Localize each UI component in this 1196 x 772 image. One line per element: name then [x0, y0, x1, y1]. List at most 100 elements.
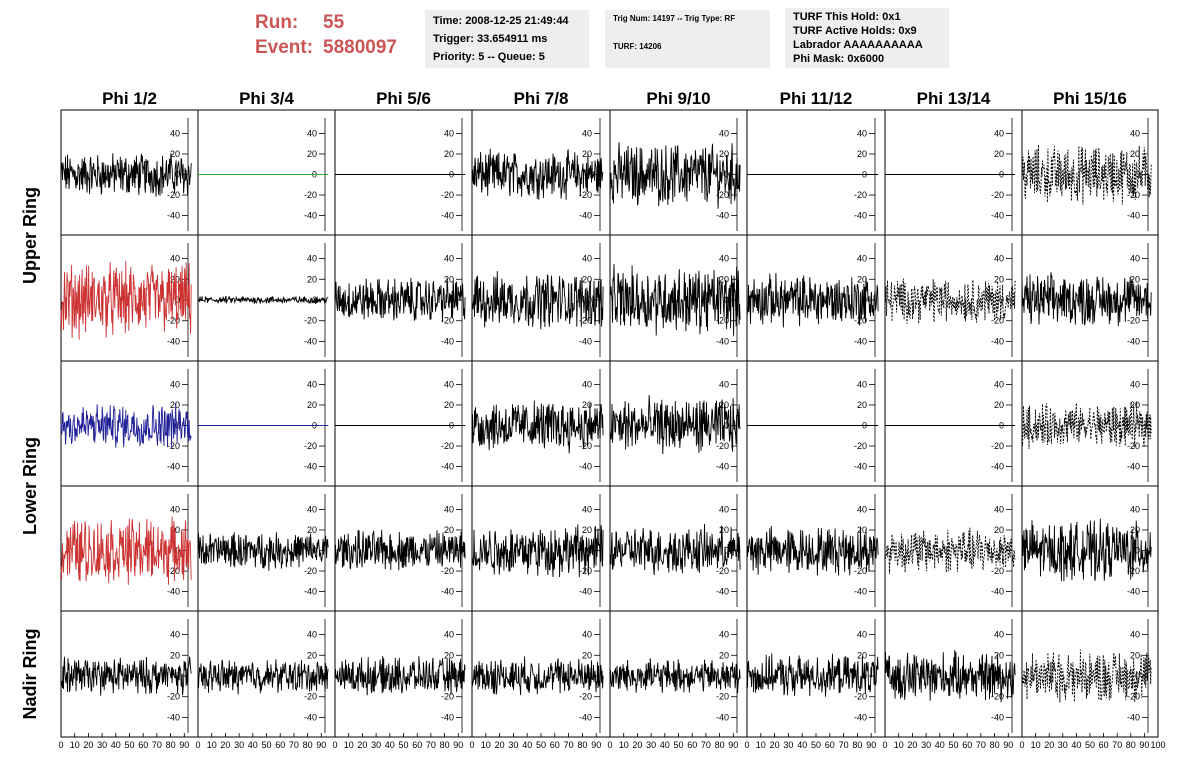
y-tick-label: 0 [1135, 546, 1140, 556]
y-tick-label: -40 [441, 462, 454, 472]
y-tick-label: -40 [167, 336, 180, 346]
y-tick-label: 20 [307, 525, 317, 535]
y-tick-label: -40 [304, 462, 317, 472]
y-tick-label: 20 [994, 274, 1004, 284]
y-tick-label: -40 [304, 712, 317, 722]
x-tick-label: 70 [564, 740, 574, 750]
column-header-5: Phi 9/10 [646, 89, 710, 108]
y-tick-label: 0 [724, 546, 729, 556]
run-value: 55 [323, 12, 345, 33]
turf-this-hold: TURF This Hold: 0x1 [793, 11, 901, 23]
waveform-r1-c8 [1021, 144, 1152, 205]
y-tick-label: 40 [582, 379, 592, 389]
y-tick-label: -20 [991, 316, 1004, 326]
y-tick-label: -40 [716, 462, 729, 472]
y-tick-label: 20 [1130, 525, 1140, 535]
y-tick-label: 40 [1130, 254, 1140, 264]
y-tick-label: 20 [582, 149, 592, 159]
y-tick-label: -40 [579, 587, 592, 597]
x-tick-label: 40 [797, 740, 807, 750]
y-tick-label: 20 [170, 149, 180, 159]
y-tick-label: -20 [854, 692, 867, 702]
y-tick-label: -40 [167, 211, 180, 221]
waveform-r1-c4 [471, 148, 604, 200]
trig-info-box: Trig Num: 14197 -- Trig Type: RF TURF: 1… [605, 10, 770, 68]
x-tick-label: 0 [58, 740, 63, 750]
x-tick-label: 40 [248, 740, 258, 750]
x-tick-label: 0 [744, 740, 749, 750]
y-tick-label: 40 [994, 504, 1004, 514]
event-value: 5880097 [323, 37, 397, 58]
y-tick-label: -40 [304, 211, 317, 221]
y-tick-label: 20 [582, 650, 592, 660]
y-tick-label: 40 [994, 254, 1004, 264]
y-tick-label: 20 [857, 274, 867, 284]
y-tick-label: 40 [307, 379, 317, 389]
y-tick-label: 40 [307, 254, 317, 264]
waveform-r4-c7 [884, 527, 1016, 575]
y-tick-label: 40 [719, 128, 729, 138]
y-tick-label: -20 [716, 566, 729, 576]
waveform-r2-c7 [884, 278, 1016, 324]
waveform-r1-c5 [609, 142, 741, 209]
x-tick-label: 50 [673, 740, 683, 750]
y-tick-label: 40 [719, 379, 729, 389]
y-tick-label: -20 [579, 441, 592, 451]
y-tick-label: -20 [1127, 566, 1140, 576]
y-tick-label: 40 [170, 128, 180, 138]
y-tick-label: 40 [857, 379, 867, 389]
y-tick-label: -20 [167, 566, 180, 576]
y-tick-label: -40 [167, 712, 180, 722]
x-tick-label: 90 [316, 740, 326, 750]
y-tick-label: 20 [719, 274, 729, 284]
y-tick-label: 20 [1130, 274, 1140, 284]
y-tick-label: -40 [167, 587, 180, 597]
y-tick-label: -40 [991, 336, 1004, 346]
x-tick-label: 60 [962, 740, 972, 750]
x-tick-label: 10 [894, 740, 904, 750]
y-tick-label: -20 [167, 316, 180, 326]
y-tick-label: -20 [991, 566, 1004, 576]
x-tick-label: 0 [195, 740, 200, 750]
waveform-r5-c7 [884, 649, 1016, 703]
y-tick-label: -40 [579, 211, 592, 221]
x-tick-label: 50 [1085, 740, 1095, 750]
y-tick-label: 20 [857, 650, 867, 660]
ring-label-1: Upper Ring [20, 187, 40, 284]
turf-info-box: TURF This Hold: 0x1 TURF Active Holds: 0… [785, 8, 949, 68]
phi-mask-line: Phi Mask: 0x6000 [793, 53, 885, 65]
y-tick-label: 40 [444, 379, 454, 389]
x-tick-label: 60 [275, 740, 285, 750]
y-tick-label: 40 [582, 128, 592, 138]
x-tick-label: 50 [948, 740, 958, 750]
waveform-r5-c2 [197, 659, 329, 695]
x-tick-label: 40 [522, 740, 532, 750]
y-tick-label: 40 [1130, 504, 1140, 514]
y-tick-label: 20 [170, 400, 180, 410]
waveform-r3-c4 [471, 400, 604, 454]
y-tick-label: 0 [724, 421, 729, 431]
run-label: Run: [255, 12, 299, 33]
x-tick-label: 10 [756, 740, 766, 750]
x-tick-label: 30 [1058, 740, 1068, 750]
y-tick-label: 40 [582, 630, 592, 640]
y-tick-label: 40 [719, 254, 729, 264]
x-tick-label: 20 [1044, 740, 1054, 750]
y-tick-label: -40 [1127, 462, 1140, 472]
y-tick-label: -20 [441, 316, 454, 326]
y-tick-label: -20 [1127, 316, 1140, 326]
y-tick-label: -40 [167, 462, 180, 472]
y-tick-label: -20 [854, 190, 867, 200]
ring-label-2: Lower Ring [20, 437, 40, 535]
turf-line: TURF: 14206 [613, 42, 662, 51]
y-tick-label: -20 [854, 316, 867, 326]
y-tick-label: 0 [175, 295, 180, 305]
x-tick-label: 80 [990, 740, 1000, 750]
y-tick-label: -40 [579, 336, 592, 346]
y-tick-label: 20 [1130, 650, 1140, 660]
y-tick-label: 20 [1130, 400, 1140, 410]
y-tick-label: 20 [444, 274, 454, 284]
waveform-r5-c8 [1021, 649, 1152, 703]
y-tick-label: 20 [1130, 149, 1140, 159]
y-tick-label: 20 [444, 650, 454, 660]
